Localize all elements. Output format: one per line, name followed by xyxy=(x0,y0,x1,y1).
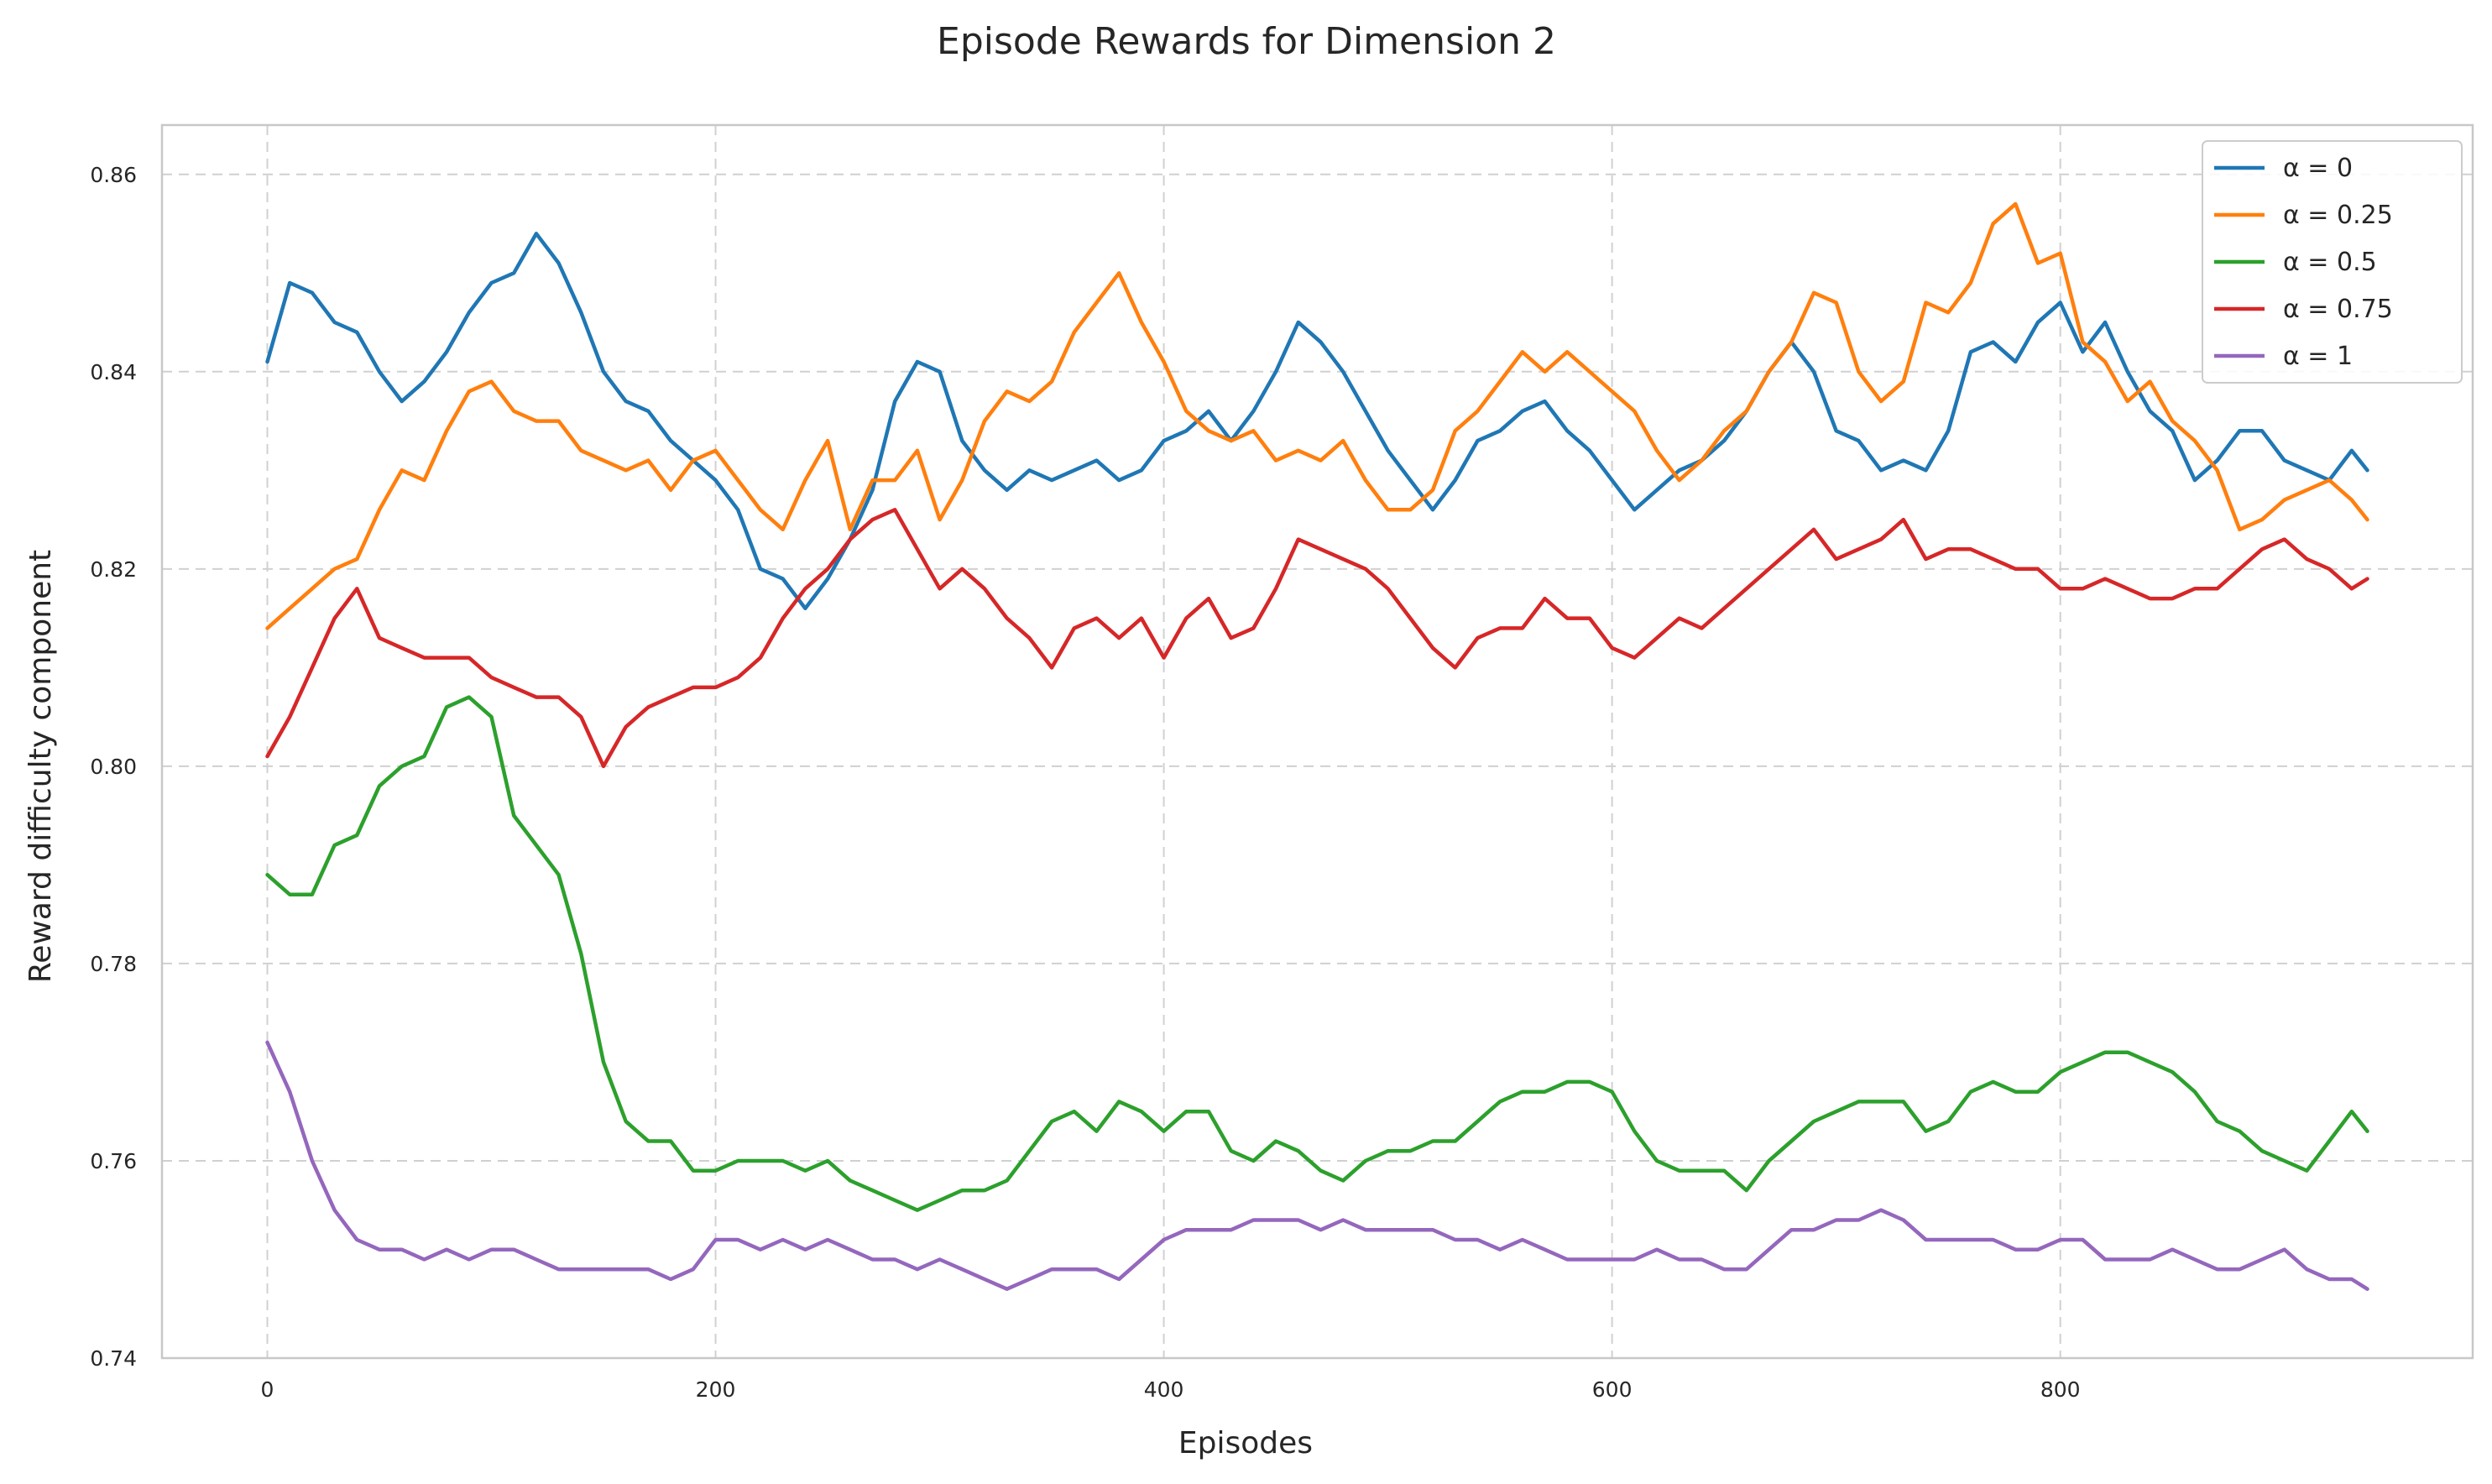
x-axis-label: Episodes xyxy=(1178,1426,1313,1460)
grid-lines xyxy=(162,125,2473,1358)
tick-labels: 0 200 400 600 800 0.74 0.76 0.78 0.80 0.82 0.84 0.8… xyxy=(90,163,2080,1402)
y-tick-label: 0.82 xyxy=(90,557,137,582)
y-tick-label: 0.86 xyxy=(90,163,137,187)
legend-entry: α = 0.25 xyxy=(2283,201,2393,230)
legend-entry: α = 0.5 xyxy=(2283,248,2377,277)
x-tick-label: 0 xyxy=(261,1377,274,1402)
y-tick-label: 0.78 xyxy=(90,952,137,976)
y-axis-label: Reward difficulty component xyxy=(24,550,58,983)
legend: α = 0 α = 0.25 α = 0.5 α = 0.75 α = 1 xyxy=(2202,140,2463,384)
plot-area xyxy=(160,123,2474,1360)
y-tick-label: 0.80 xyxy=(90,755,137,779)
y-tick-label: 0.84 xyxy=(90,360,137,384)
series-line-4 xyxy=(265,1040,2369,1291)
x-tick-label: 400 xyxy=(1144,1377,1184,1402)
series-line-1 xyxy=(265,201,2369,630)
x-tick-label: 600 xyxy=(1592,1377,1633,1402)
legend-entry: α = 1 xyxy=(2283,342,2353,371)
series-line-2 xyxy=(265,695,2369,1212)
y-tick-label: 0.74 xyxy=(90,1346,137,1371)
legend-entry: α = 0.75 xyxy=(2283,295,2393,324)
y-tick-label: 0.76 xyxy=(90,1149,137,1173)
x-tick-label: 200 xyxy=(696,1377,736,1402)
series-lines xyxy=(265,201,2369,1291)
series-line-0 xyxy=(265,232,2369,611)
chart-title: Episode Rewards for Dimension 2 xyxy=(937,20,1556,63)
x-tick-label: 800 xyxy=(2040,1377,2081,1402)
legend-box xyxy=(2202,140,2463,384)
series-line-3 xyxy=(265,508,2369,769)
legend-entry: α = 0 xyxy=(2283,154,2353,183)
